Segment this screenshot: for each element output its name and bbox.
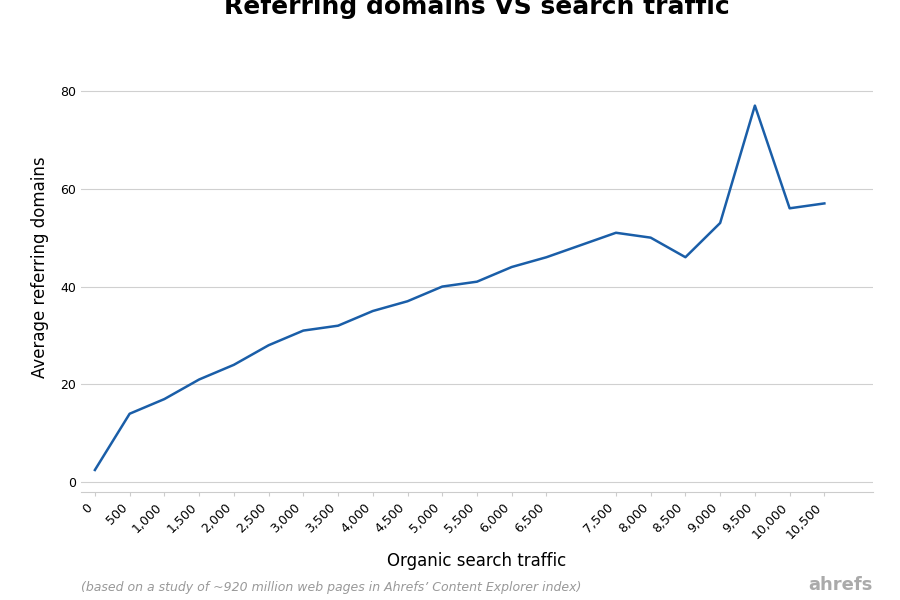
Text: (based on a study of ~920 million web pages in Ahrefs’ Content Explorer index): (based on a study of ~920 million web pa… [81, 581, 581, 594]
X-axis label: Organic search traffic: Organic search traffic [387, 553, 567, 571]
Y-axis label: Average referring domains: Average referring domains [31, 156, 49, 378]
Title: Referring domains VS search traffic: Referring domains VS search traffic [224, 0, 730, 19]
Text: ahrefs: ahrefs [808, 576, 873, 594]
